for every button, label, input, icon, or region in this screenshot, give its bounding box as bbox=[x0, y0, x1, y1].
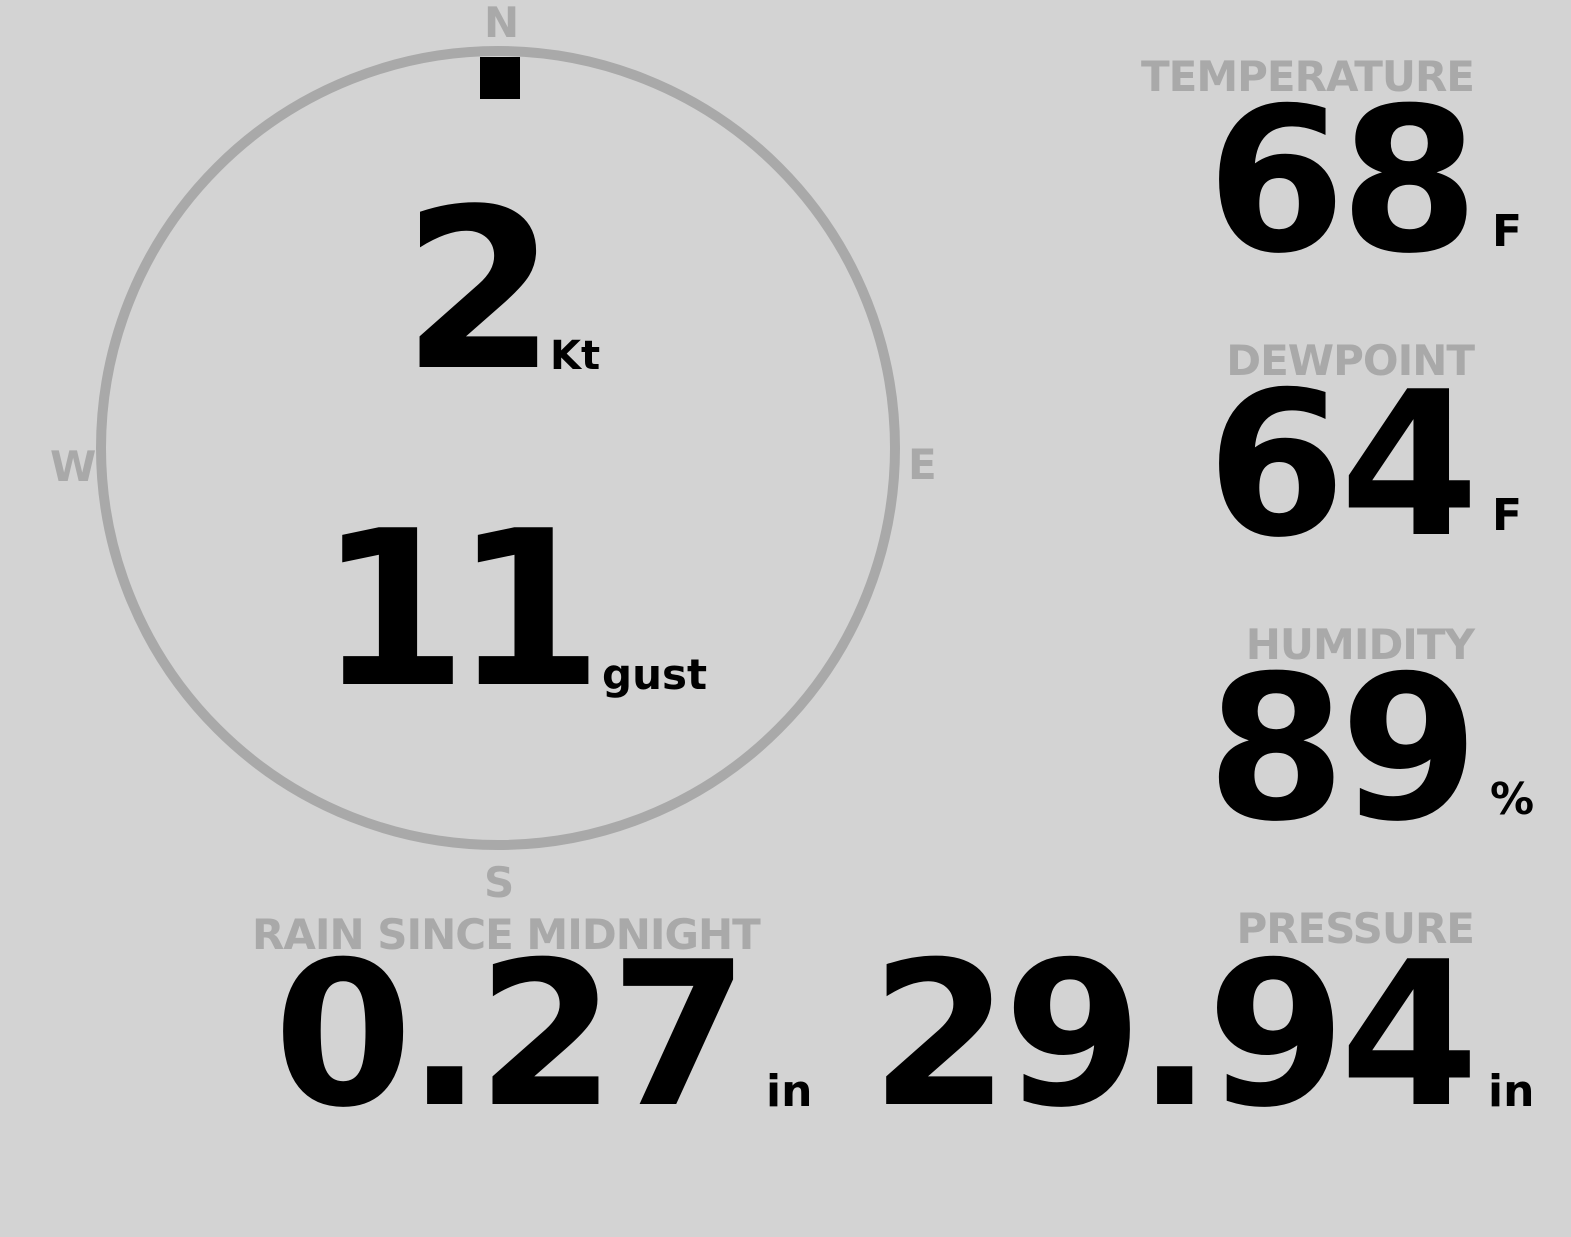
rain-value: 0.27 bbox=[273, 919, 749, 1152]
compass-east-label: E bbox=[908, 440, 937, 489]
wind-direction-needle bbox=[480, 57, 520, 99]
temperature-label: TEMPERATURE bbox=[1141, 52, 1475, 101]
gust-label: gust bbox=[602, 650, 708, 699]
compass-south-label: S bbox=[484, 858, 515, 907]
compass-ring bbox=[96, 46, 900, 850]
wind-speed-value: 2 bbox=[402, 162, 556, 420]
dewpoint-value: 64 bbox=[1206, 349, 1479, 582]
humidity-label: HUMIDITY bbox=[1245, 620, 1475, 669]
wind-compass bbox=[96, 46, 900, 850]
temperature-value: 68 bbox=[1206, 65, 1479, 298]
gust-value: 11 bbox=[318, 484, 603, 735]
humidity-unit: % bbox=[1490, 774, 1535, 825]
humidity-value: 89 bbox=[1206, 633, 1479, 866]
pressure-unit: in bbox=[1488, 1066, 1535, 1117]
dewpoint-unit: F bbox=[1492, 490, 1523, 541]
temperature-unit: F bbox=[1492, 206, 1523, 257]
compass-north-label: N bbox=[484, 0, 520, 47]
rain-label: RAIN SINCE MIDNIGHT bbox=[252, 910, 761, 959]
dewpoint-label: DEWPOINT bbox=[1226, 336, 1475, 385]
rain-unit: in bbox=[766, 1066, 813, 1117]
wind-speed-unit: Kt bbox=[550, 333, 601, 379]
compass-west-label: W bbox=[50, 442, 97, 491]
pressure-label: PRESSURE bbox=[1236, 904, 1475, 953]
pressure-value: 29.94 bbox=[870, 919, 1479, 1152]
